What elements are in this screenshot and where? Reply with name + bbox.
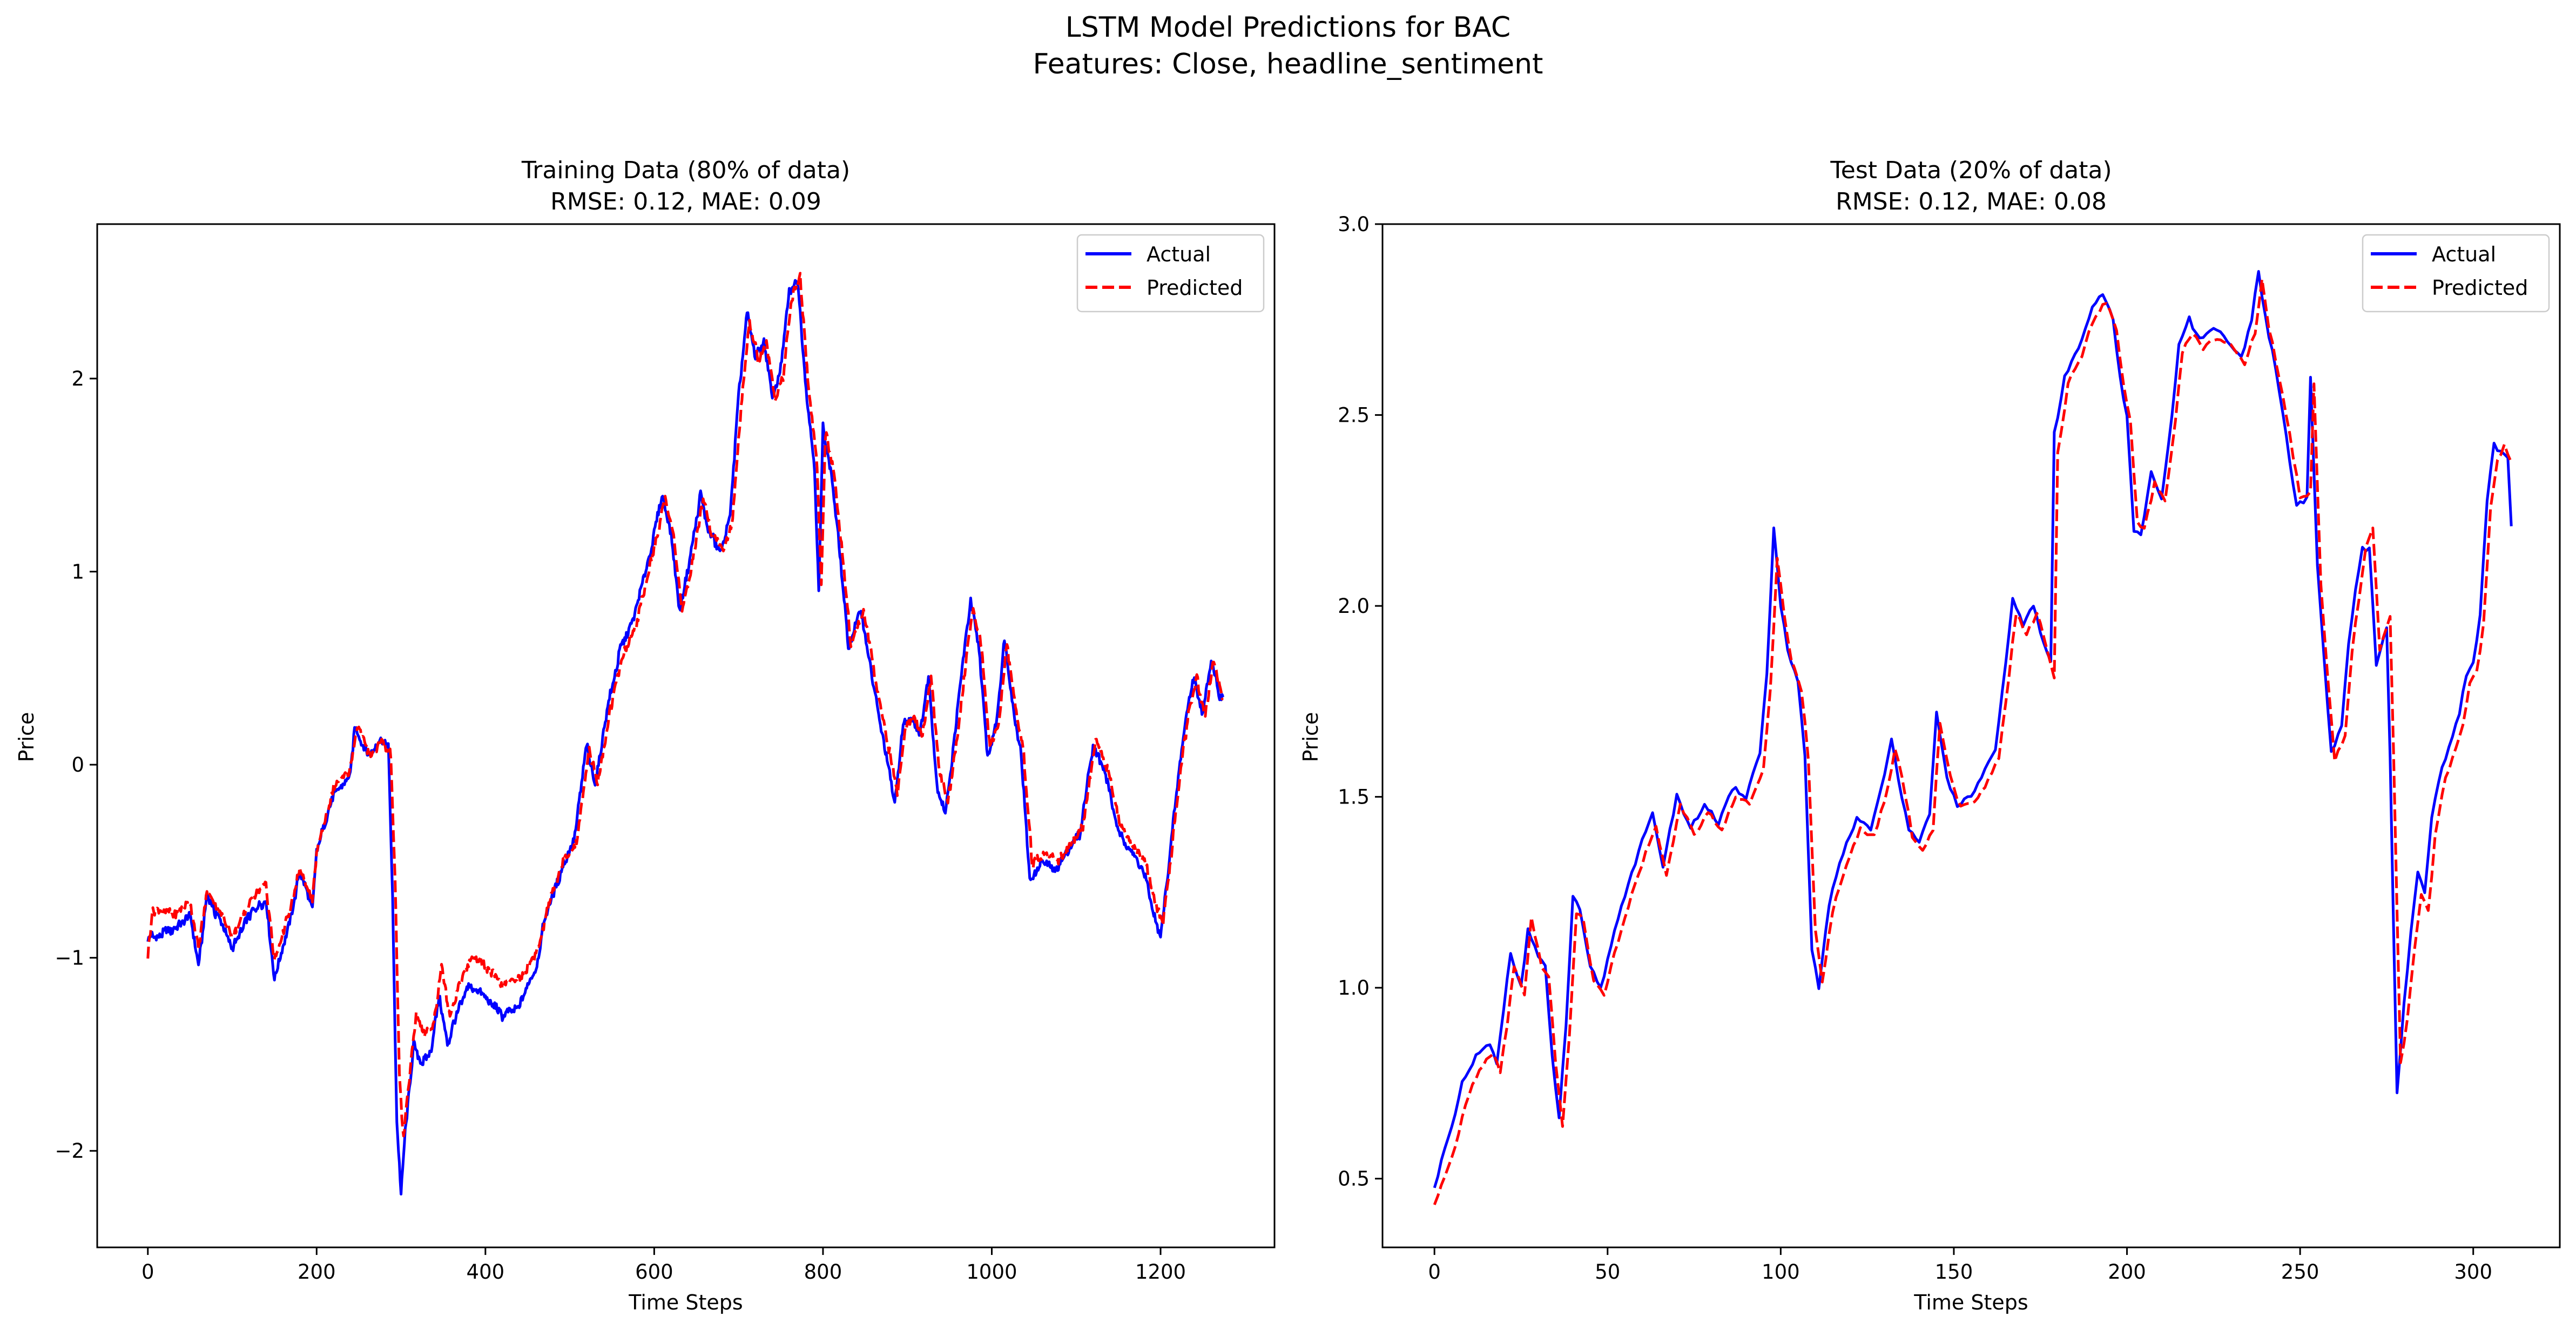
test-legend-actual-label: Actual bbox=[2432, 242, 2496, 266]
test-legend: Actual Predicted bbox=[2362, 234, 2550, 313]
training-xtick-label: 800 bbox=[804, 1260, 842, 1284]
test-xlabel: Time Steps bbox=[1913, 1291, 2028, 1314]
test-ytick-label: 2.0 bbox=[1338, 595, 1370, 618]
training-xtick-label: 0 bbox=[141, 1260, 154, 1284]
test-title-line2: RMSE: 0.12, MAE: 0.08 bbox=[1836, 188, 2107, 215]
training-series-layer bbox=[146, 272, 1225, 1196]
test-title-line1: Test Data (20% of data) bbox=[1830, 157, 2112, 184]
test-ylabel: Price bbox=[1299, 712, 1323, 762]
training-ytick-label: 1 bbox=[71, 561, 84, 584]
training-legend-predicted-label: Predicted bbox=[1147, 276, 1243, 300]
test-series-layer bbox=[1433, 270, 2513, 1205]
test-xtick-label: 0 bbox=[1428, 1260, 1441, 1284]
suptitle-line1: LSTM Model Predictions for BAC bbox=[1066, 11, 1510, 44]
test-xtick-label: 100 bbox=[1762, 1260, 1800, 1284]
training-ytick-label: −2 bbox=[55, 1139, 84, 1163]
training-title-line2: RMSE: 0.12, MAE: 0.09 bbox=[550, 188, 821, 215]
test-xtick-label: 250 bbox=[2281, 1260, 2319, 1284]
test-series-predicted bbox=[1433, 278, 2513, 1205]
test-panel: Test Data (20% of data) RMSE: 0.12, MAE:… bbox=[1299, 157, 2561, 1314]
test-legend-predicted-label: Predicted bbox=[2432, 276, 2528, 300]
test-xtick-label: 150 bbox=[1935, 1260, 1973, 1284]
training-xtick-label: 1000 bbox=[966, 1260, 1017, 1284]
test-y-ticks: 0.5 1.0 1.5 2.0 2.5 3.0 bbox=[1338, 213, 1383, 1191]
test-ytick-label: 0.5 bbox=[1338, 1167, 1370, 1191]
training-axes-frame bbox=[96, 223, 1276, 1248]
training-legend: Actual Predicted bbox=[1076, 234, 1265, 313]
test-x-ticks: 0 50 100 150 200 250 300 bbox=[1428, 1247, 2492, 1284]
training-xtick-label: 1200 bbox=[1135, 1260, 1186, 1284]
training-x-ticks: 0 200 400 600 800 1000 1200 bbox=[141, 1247, 1186, 1284]
test-series-actual bbox=[1433, 270, 2513, 1189]
training-xlabel: Time Steps bbox=[628, 1291, 743, 1314]
training-ytick-label: −1 bbox=[55, 947, 84, 970]
test-xtick-label: 200 bbox=[2108, 1260, 2146, 1284]
test-axes-frame bbox=[1381, 223, 2561, 1248]
training-legend-actual-label: Actual bbox=[1147, 242, 1211, 266]
training-y-ticks: −2 −1 0 1 2 bbox=[55, 367, 97, 1163]
test-ytick-label: 1.5 bbox=[1338, 786, 1370, 809]
training-series-actual bbox=[146, 279, 1225, 1196]
training-ylabel: Price bbox=[15, 712, 38, 762]
test-ytick-label: 1.0 bbox=[1338, 976, 1370, 1000]
training-xtick-label: 200 bbox=[298, 1260, 336, 1284]
test-xtick-label: 300 bbox=[2454, 1260, 2492, 1284]
training-title-line1: Training Data (80% of data) bbox=[521, 157, 850, 184]
training-ytick-label: 2 bbox=[71, 367, 84, 390]
training-xtick-label: 400 bbox=[467, 1260, 505, 1284]
test-xtick-label: 50 bbox=[1595, 1260, 1620, 1284]
training-panel: Training Data (80% of data) RMSE: 0.12, … bbox=[15, 157, 1276, 1314]
training-ytick-label: 0 bbox=[71, 753, 84, 777]
suptitle-line2: Features: Close, headline_sentiment bbox=[1033, 48, 1543, 80]
test-ytick-label: 3.0 bbox=[1338, 213, 1370, 236]
training-series-predicted bbox=[146, 272, 1224, 1138]
test-ytick-label: 2.5 bbox=[1338, 404, 1370, 427]
training-xtick-label: 600 bbox=[635, 1260, 673, 1284]
